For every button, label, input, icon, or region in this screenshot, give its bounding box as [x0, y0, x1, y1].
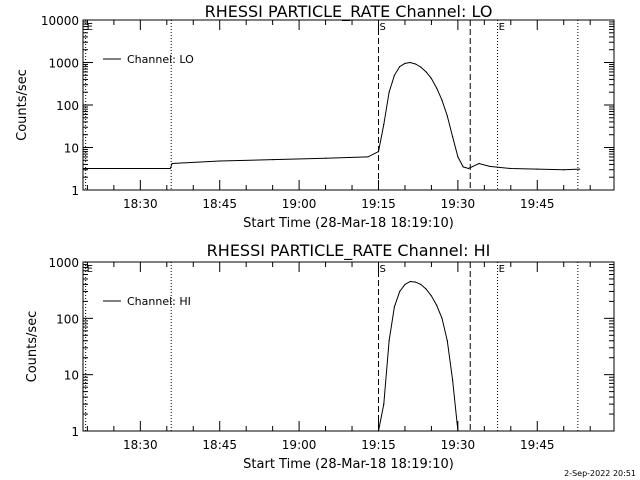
panel-2-data-point: [399, 290, 401, 293]
panel-1-data-point: [489, 165, 491, 167]
panel-1-data-point: [451, 136, 454, 138]
panel-2-x-tick-label: 19:30: [441, 438, 476, 452]
panel-1-data-point: [478, 162, 480, 165]
panel-1-y-tick-label: 1000: [48, 57, 79, 71]
panel-1-data-point: [536, 168, 538, 170]
panel-1-data-point: [367, 156, 369, 158]
panel-1-data-point: [377, 151, 380, 153]
panel-2-y-axis-title: Counts/sec: [25, 311, 40, 383]
panel-1-marker-label: E: [87, 22, 93, 33]
panel-2-plot-frame: [82, 261, 615, 432]
panel-2-marker-label: S: [379, 264, 385, 275]
panel-2-data-point: [388, 340, 390, 342]
panel-2-data-point: [420, 283, 422, 286]
panel-2-legend-label: Channel: HI: [127, 295, 191, 308]
panel-1-x-tick-label: 19:00: [282, 197, 317, 211]
panel-2-x-tick-label: 18:45: [202, 438, 237, 452]
panel-2-data-point: [393, 306, 395, 308]
panel-1-x-tick-label: 18:30: [123, 197, 158, 211]
panel-1-data-point: [404, 62, 406, 65]
panel-1-y-tick-label: 1: [71, 184, 79, 198]
timestamp: 2-Sep-2022 20:51: [564, 469, 636, 478]
panel-2-data-point: [414, 281, 417, 283]
panel-1-data-point: [393, 74, 395, 76]
panel-1-data-point: [169, 167, 171, 170]
panel-1-data-point: [430, 77, 433, 80]
panel-2-data-point: [446, 340, 448, 342]
panel-1-plot-frame: [82, 19, 615, 191]
panel-1-marker-label: E: [499, 22, 505, 33]
panel-1-y-tick-label: 10000: [41, 14, 79, 28]
panel-1-data-point: [420, 66, 422, 68]
panel-1-data-point: [436, 87, 438, 89]
panel-2-data-point: [451, 379, 454, 381]
panel-1-data-point: [272, 158, 274, 161]
panel-1-data-point: [578, 168, 581, 170]
panel-1-data-point: [219, 160, 221, 162]
panel-2-y-tick-label: 100: [56, 312, 79, 326]
panel-2-data-point: [457, 430, 459, 432]
panel-2-x-tick-label: 19:15: [361, 438, 396, 452]
panel-1-data-point: [388, 91, 390, 93]
panel-1-data-point: [510, 167, 512, 170]
panel-1-data-point: [409, 61, 411, 64]
panel-1-y-tick-label: 100: [56, 99, 79, 113]
panel-1-y-tick-label: 10: [64, 142, 79, 156]
panel-1-x-tick-label: 19:30: [441, 197, 476, 211]
panel-1-data-point: [462, 166, 464, 168]
panel-1-data-point: [414, 63, 417, 65]
panel-2-data-point: [425, 288, 427, 290]
panel-1-data-point: [441, 99, 443, 101]
panel-2-x-tick-label: 19:00: [282, 438, 317, 452]
panel-2-y-tick-label: 10: [64, 369, 79, 383]
panel-2-marker-label: E: [499, 264, 505, 275]
panel-2-x-tick-label: 19:45: [520, 438, 555, 452]
panel-2-data-point: [409, 280, 411, 283]
panel-1-data-point: [82, 167, 84, 170]
panel-1-data-point: [446, 115, 448, 117]
panel-1-x-tick-label: 19:15: [361, 197, 396, 211]
panel-2-y-tick-label: 1: [71, 425, 79, 439]
panel-1-data-point: [113, 167, 115, 170]
panel-2-y-tick-label: 1000: [48, 256, 79, 270]
panel-2-chart-title: RHESSI PARTICLE_RATE Channel: HI: [207, 241, 491, 261]
panel-1-marker-label: S: [379, 22, 385, 33]
panel-2-data-point: [404, 283, 406, 286]
panel-2-data-point: [436, 304, 438, 306]
panel-1-data-point: [563, 169, 565, 171]
panel-1-x-tick-label: 18:45: [202, 197, 237, 211]
panel-2-series-line: [378, 280, 459, 432]
panel-1-data-point: [324, 157, 327, 159]
panel-1-data-point: [399, 66, 401, 68]
panel-1-data-point: [467, 167, 470, 170]
panel-1-x-axis-title: Start Time (28-Mar-18 18:19:10): [243, 216, 454, 231]
panel-1-x-tick-label: 19:45: [520, 197, 555, 211]
panel-1-data-point: [171, 162, 173, 165]
panel-1-series-line: [83, 61, 580, 171]
panel-2-data-point: [430, 295, 433, 297]
panel-1-data-point: [457, 156, 459, 158]
panel-1-y-axis-title: Counts/sec: [15, 69, 30, 141]
panel-1-data-point: [383, 123, 385, 125]
panel-2-data-point: [377, 430, 380, 432]
panel-2-x-tick-label: 18:30: [123, 438, 158, 452]
panel-1-legend-label: Channel: LO: [127, 53, 194, 66]
panel-2-data-point: [383, 403, 385, 405]
panel-2-x-axis-title: Start Time (28-Mar-18 18:19:10): [243, 457, 454, 472]
panel-2-marker-label: E: [87, 264, 93, 275]
panel-1-data-point: [425, 71, 427, 73]
panel-1-chart-title: RHESSI PARTICLE_RATE Channel: LO: [205, 2, 493, 22]
panel-2-data-point: [441, 317, 443, 319]
